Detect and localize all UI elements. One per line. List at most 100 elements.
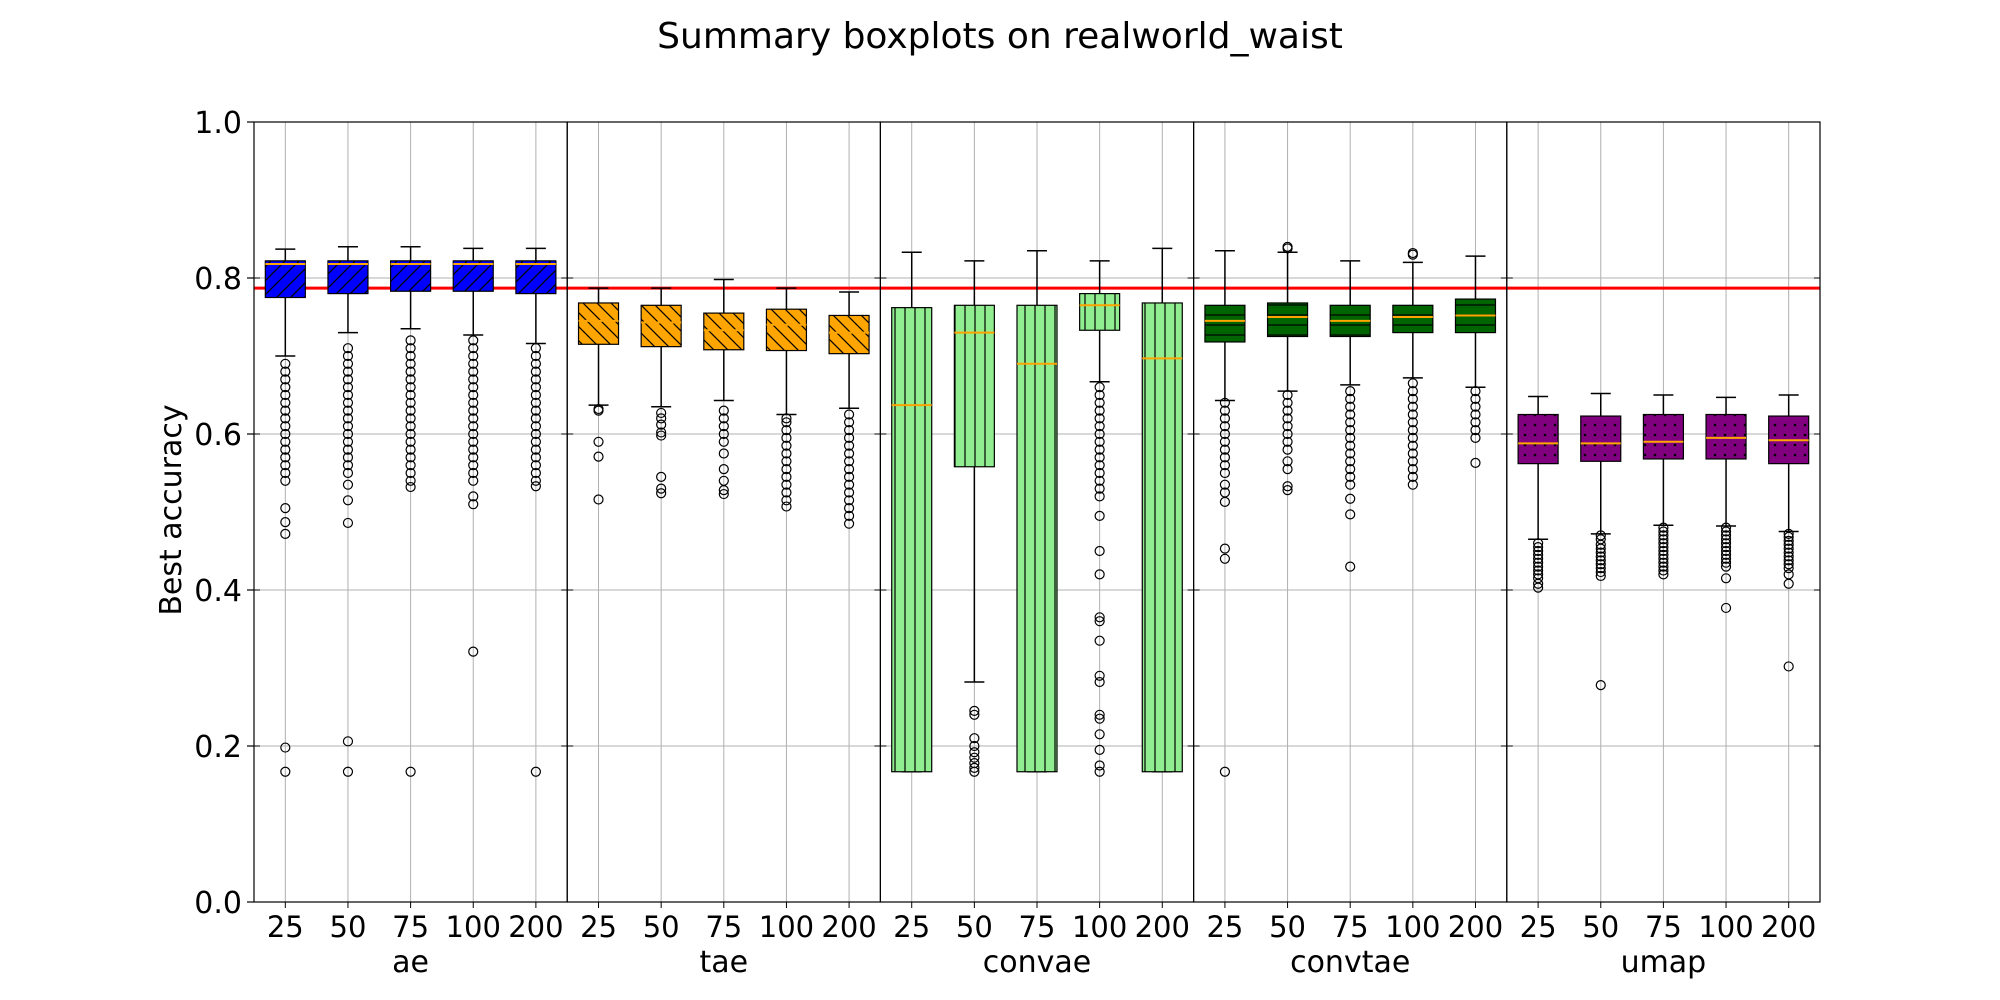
outlier-point <box>1219 436 1231 447</box>
outlier-point <box>1345 432 1356 443</box>
outlier-point <box>1094 760 1105 771</box>
outlier-point <box>1783 555 1794 566</box>
outlier-point <box>1533 565 1544 576</box>
outlier-point <box>1407 409 1418 420</box>
outlier-point <box>280 503 291 514</box>
box-hatch <box>1642 413 1685 460</box>
outlier-point <box>843 456 855 467</box>
outlier-point <box>342 479 354 490</box>
outlier-point <box>1720 573 1732 584</box>
panel-label: ae <box>392 945 429 980</box>
outlier-point <box>656 413 667 424</box>
outlier-point <box>1094 676 1105 688</box>
outlier-point <box>1282 481 1293 492</box>
outlier-point <box>280 358 291 369</box>
outlier-point <box>280 413 291 424</box>
outlier-point <box>405 475 416 486</box>
box-hatch <box>452 260 494 292</box>
outlier-point <box>1219 452 1231 463</box>
outlier-point <box>468 350 479 362</box>
y-tick-label: 1.0 <box>194 106 242 141</box>
outlier-point <box>280 452 291 463</box>
outlier-point <box>1658 541 1669 553</box>
outlier-point <box>1658 530 1669 541</box>
outlier-point <box>1658 538 1669 549</box>
outlier-point <box>1345 471 1356 482</box>
panel-label: tae <box>699 945 748 980</box>
outlier-point <box>1345 479 1356 490</box>
outlier-point <box>1407 425 1418 436</box>
outlier-point <box>1470 425 1481 436</box>
outlier-point <box>1658 522 1669 533</box>
outlier-point <box>1783 661 1794 672</box>
box-hatch <box>515 260 557 295</box>
outlier-point <box>342 343 354 354</box>
box-hatch <box>390 260 432 292</box>
outlier-point <box>1345 386 1356 397</box>
outlier-point <box>1720 561 1732 572</box>
panel-label: convae <box>983 945 1091 980</box>
box-hatch <box>640 304 682 348</box>
outlier-point <box>405 389 416 401</box>
outlier-point <box>1282 436 1293 447</box>
outlier-point <box>1094 460 1105 471</box>
box-hatch <box>703 312 745 351</box>
outlier-point <box>342 382 354 393</box>
outlier-point <box>405 350 416 362</box>
box-hatch <box>891 307 933 773</box>
outlier-point <box>280 517 291 528</box>
outlier-point <box>405 481 416 493</box>
outlier-point <box>405 366 416 377</box>
outlier-point <box>1407 440 1418 451</box>
outlier-point <box>280 444 291 455</box>
outlier-point <box>530 389 541 401</box>
outlier-point <box>1783 559 1794 570</box>
outlier-point <box>1345 561 1356 572</box>
x-tick-label: 100 <box>1698 910 1753 944</box>
outlier-point <box>530 452 541 463</box>
box-hatch <box>1016 304 1058 773</box>
outlier-point <box>1094 670 1105 681</box>
outlier-point <box>593 494 604 505</box>
outlier-point <box>781 464 792 475</box>
outlier-point <box>405 405 416 416</box>
outlier-point <box>405 444 416 455</box>
outlier-point <box>1219 487 1231 498</box>
outlier-point <box>1345 440 1356 451</box>
outlier-point <box>1720 538 1732 549</box>
outlier-point <box>405 343 416 354</box>
y-tick-label: 0.8 <box>194 262 242 297</box>
outlier-point <box>1345 417 1356 428</box>
outlier-point <box>1720 522 1732 533</box>
x-tick-label: 50 <box>1582 910 1619 944</box>
outlier-point <box>1658 549 1669 561</box>
panel-frame <box>1506 121 1821 903</box>
outlier-point <box>1094 491 1105 502</box>
outlier-point <box>1658 534 1669 545</box>
outlier-point <box>969 758 980 769</box>
outlier-point <box>342 358 354 369</box>
x-tick-label: 75 <box>705 910 742 944</box>
outlier-point <box>468 452 479 463</box>
outlier-point <box>1533 553 1544 564</box>
box-hatch <box>1204 304 1246 343</box>
outlier-point <box>1094 413 1105 424</box>
outlier-point <box>342 397 354 408</box>
outlier-point <box>405 397 416 408</box>
chart-title: Summary boxplots on realworld_waist <box>657 16 1343 57</box>
x-tick-label: 100 <box>759 910 814 944</box>
outlier-point <box>1533 573 1544 584</box>
outlier-point <box>781 413 792 424</box>
outlier-point <box>468 428 479 440</box>
outlier-point <box>781 495 792 506</box>
outlier-point <box>843 471 855 482</box>
x-tick-label: 100 <box>1072 910 1127 944</box>
outlier-point <box>530 460 541 471</box>
x-tick-label: 50 <box>1269 910 1306 944</box>
outlier-point <box>405 413 416 424</box>
outlier-point <box>342 495 354 506</box>
outlier-point <box>1783 569 1794 580</box>
outlier-point <box>468 421 479 432</box>
outlier-point <box>1407 378 1418 389</box>
outlier-point <box>468 382 479 393</box>
